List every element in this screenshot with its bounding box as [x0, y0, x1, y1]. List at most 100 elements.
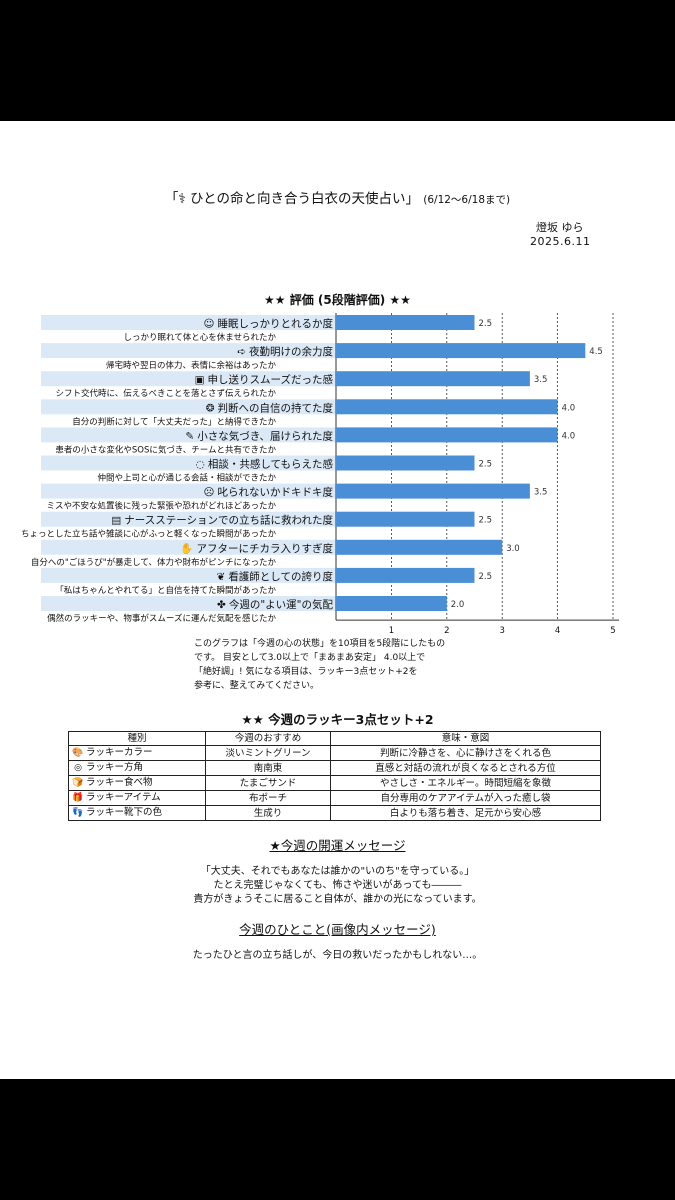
category-description: シフト交代時に、伝えるべきことを落とさず伝えられたか [56, 388, 277, 399]
bar-value-label: 4.5 [589, 347, 603, 357]
bar-value-label: 4.0 [562, 431, 576, 441]
arrow-icon: ➪ [237, 346, 246, 358]
bar-value-label: 4.0 [562, 403, 576, 413]
title-period: (6/12〜6/18まで) [423, 194, 511, 206]
bar-value-label: 2.5 [479, 572, 493, 582]
bar [336, 399, 558, 415]
rating-heading: ★★ 評価 (5段階評価) ★★ [264, 293, 411, 307]
bar-value-label: 2.5 [479, 516, 493, 526]
fortune-line: たとえ完璧じゃなくても、怖さや迷いがあっても――― [213, 880, 462, 891]
fortune-message: 「大丈夫、それでもあなたは誰かの"いのち"を守っている。」 たとえ完璧じゃなくて… [0, 865, 675, 907]
fortune-line: 貴方がきょうそこに居ること自体が、誰かの光になっています。 [193, 894, 482, 905]
bar [336, 427, 558, 443]
station-icon: ▤ [111, 515, 121, 527]
title-main: 「⚕ ひとの命と向き合う白衣の天使占い」 [164, 191, 419, 207]
category-label: 相談・共感してもらえた感 [208, 458, 334, 471]
lucky-recommendation: 布ポーチ [205, 790, 331, 806]
chart-note-line: 参考に、整えてみてください。 [194, 681, 320, 691]
chart-note-line: このグラフは「今週の心の状態」を10項目を5段階にしたもの [194, 639, 446, 649]
bar [336, 596, 447, 611]
pencil-icon: ✎ [185, 430, 194, 442]
lucky-meaning: 判断に冷静さを、心に静けさをくれる色 [330, 745, 601, 761]
category-label: 判断への自信の持てた度 [218, 401, 334, 414]
speech-bubble-icon: ◌ [196, 459, 205, 471]
bar [336, 371, 530, 387]
label-background [41, 596, 336, 611]
lucky-recommendation: 生成り [205, 805, 331, 821]
category-label: 睡眠しっかりとれるか度 [218, 317, 334, 330]
x-tick-label: 3 [499, 626, 504, 636]
category-description: 偶然のラッキーや、物事がスムーズに運んだ気配を感じたか [47, 613, 276, 624]
category-description: ちょっとした立ち話や雑談に心がふっと軽くなった瞬間があったか [21, 529, 277, 540]
lucky-type-cell: 🎨 ラッキーカラー [68, 745, 206, 761]
bar [336, 483, 530, 499]
gift-icon: 🎁 [72, 793, 84, 803]
bar [336, 511, 475, 527]
compass-icon: ◎ [74, 763, 82, 773]
table-row: ◎ ラッキー方角 南南東 直感と対話の流れが良くなるとされる方位 [68, 760, 601, 776]
lucky-type: ラッキーアイテム [86, 792, 161, 803]
category-label: ナースステーションでの立ち話に救われた度 [124, 514, 333, 527]
chart-note-line: です。 目安として3.0以上で「まあまあ安定」 4.0以上で [194, 653, 426, 663]
lucky-type: ラッキーカラー [86, 747, 153, 758]
category-description: ミスや不安な処置後に残った緊張や恐れがどれほどあったか [46, 501, 276, 512]
table-row: 🍞 ラッキー食べ物 たまごサンド やさしさ・エネルギー。時間短縮を象徴 [68, 775, 601, 791]
lucky-meaning: 白よりも落ち着き、足元から安心感 [330, 805, 601, 821]
table-row: 🎁 ラッキーアイテム 布ポーチ 自分専用のケアアイテムが入った癒し袋 [68, 790, 601, 806]
food-icon: 🍞 [72, 778, 84, 788]
category-label: 申し送りスムーズだった感 [208, 373, 334, 386]
category-description: しっかり眠れて体と心を休ませられたか [124, 332, 277, 343]
x-tick-label: 4 [555, 626, 560, 636]
label-background [41, 343, 336, 359]
category-label: 看護師としての誇り度 [228, 570, 333, 583]
bar-value-label: 2.5 [479, 319, 493, 329]
fortune-line: 「大丈夫、それでもあなたは誰かの"いのち"を守っている。」 [200, 866, 475, 877]
x-tick-label: 1 [389, 626, 394, 636]
palette-icon: 🎨 [72, 748, 84, 758]
lucky-recommendation: たまごサンド [205, 775, 331, 791]
label-background [41, 455, 336, 471]
label-background [41, 483, 336, 499]
category-label: 今週の"よい運"の気配 [229, 598, 334, 611]
lucky-recommendation: 淡いミントグリーン [205, 745, 331, 761]
label-background [41, 511, 336, 527]
clover-icon: ✤ [217, 599, 226, 611]
lucky-set-table: 種別 今週のおすすめ 意味・意図 🎨 ラッキーカラー 淡いミントグリーン 判断に冷… [68, 731, 601, 821]
lucky-type-cell: 🎁 ラッキーアイテム [68, 790, 206, 806]
table-header-row: 種別 今週のおすすめ 意味・意図 [68, 731, 601, 746]
week-word-text: たったひと言の立ち話しが、今日の救いだったかもしれない…。 [192, 950, 483, 961]
bar-value-label: 3.0 [506, 544, 520, 554]
label-background [41, 315, 336, 330]
bar [336, 315, 475, 330]
category-label: 叱られないかドキドキ度 [218, 486, 334, 499]
footprints-icon: 👣 [72, 808, 84, 818]
x-tick-label: 5 [610, 626, 615, 636]
category-description: 仲間や上司と心が通じる会話・相談ができたか [97, 473, 276, 484]
lucky-meaning: やさしさ・エネルギー。時間短縮を象徴 [330, 775, 601, 791]
worried-face-icon: ☹ [204, 487, 215, 499]
week-word-heading: 今週のひとこと(画像内メッセージ) [239, 922, 436, 937]
lucky-type: ラッキー食べ物 [86, 777, 153, 788]
category-description: 帰宅時や翌日の体力、表情に余裕はあったか [106, 360, 277, 371]
label-background [41, 371, 336, 387]
label-background [41, 399, 336, 415]
bar-value-label: 3.5 [534, 488, 548, 498]
column-header-meaning: 意味・意図 [330, 731, 601, 746]
publish-date: 2025.6.11 [530, 235, 591, 248]
feather-icon: ❦ [217, 571, 226, 583]
rating-bar-chart: 1 2 3 4 5 2.5 睡眠しっかりとれるか度☺ しっかり眠れて体と心を休ませられたか 4.… [21, 313, 619, 636]
bar [336, 539, 503, 555]
category-description: 患者の小さな変化やSOSに気づき、チームと共有できたか [55, 444, 276, 455]
lucky-meaning: 直感と対話の流れが良くなるとされる方位 [330, 760, 601, 776]
bar-value-label: 2.0 [451, 600, 465, 610]
bar [336, 455, 475, 471]
bar-value-label: 2.5 [479, 460, 493, 470]
lucky-set-heading: ★★ 今週のラッキー3点セット+2 [241, 712, 434, 727]
hands-icon: ✋ [180, 542, 193, 555]
table-row: 🎨 ラッキーカラー 淡いミントグリーン 判断に冷静さを、心に静けさをくれる色 [68, 745, 601, 761]
clipboard-icon: ▣ [195, 374, 205, 386]
column-header-type: 種別 [68, 731, 206, 746]
lucky-type-cell: ◎ ラッキー方角 [68, 760, 206, 776]
lucky-recommendation: 南南東 [205, 760, 331, 776]
lucky-type: ラッキー方角 [86, 762, 144, 773]
